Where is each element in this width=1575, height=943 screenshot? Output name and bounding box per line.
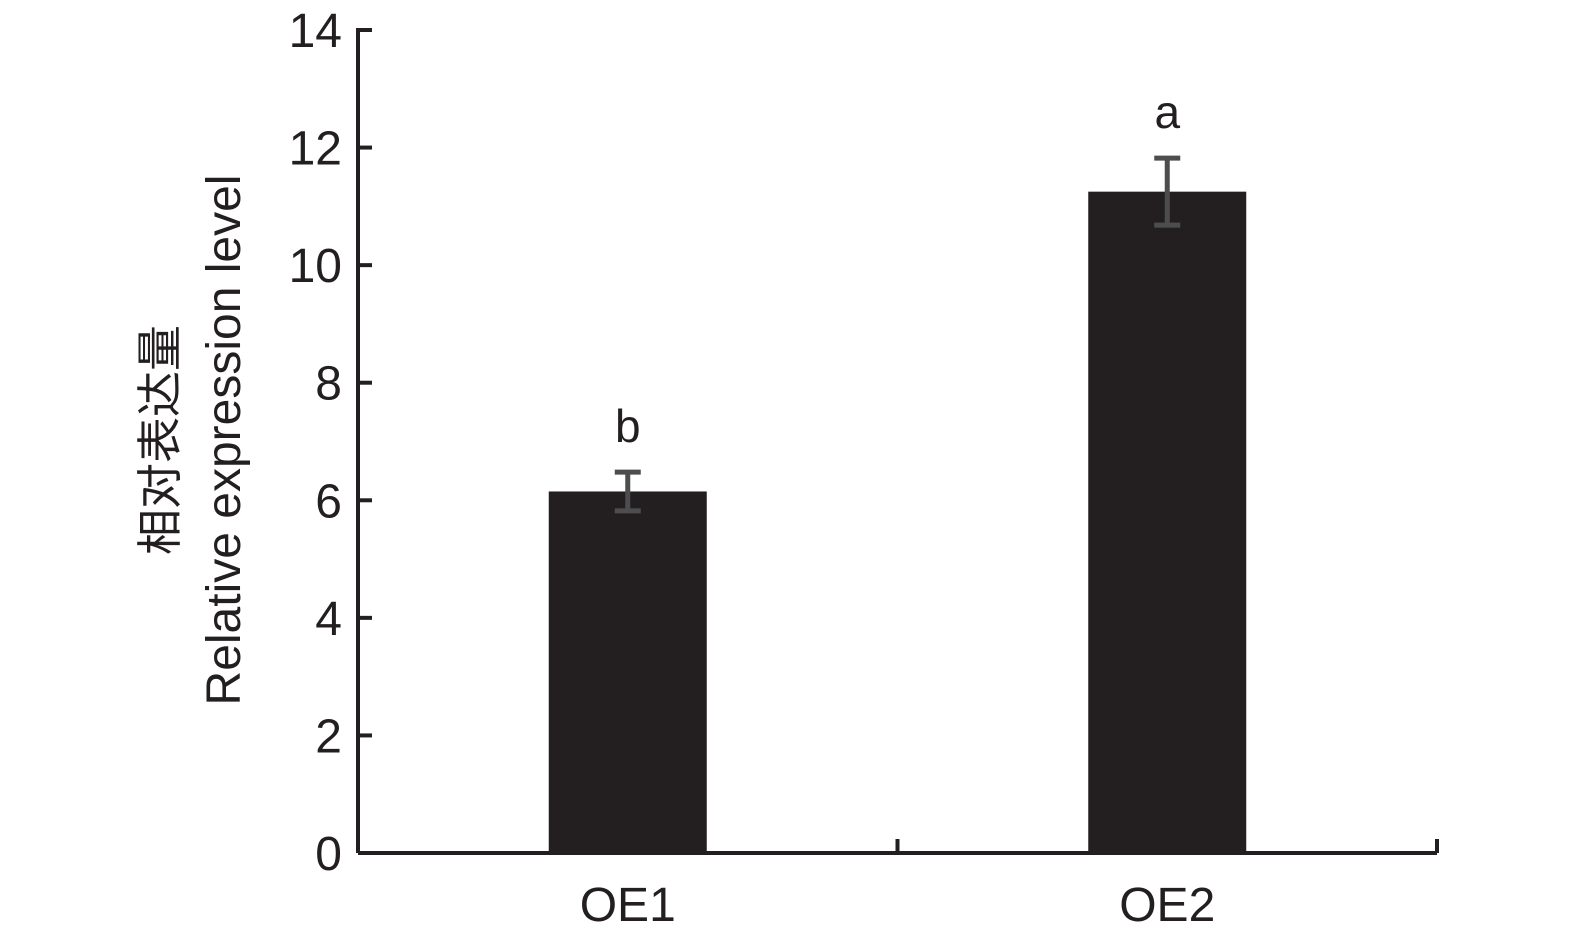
bar-oe1 [548, 491, 707, 853]
error-bar-oe2 [1154, 155, 1181, 228]
significance-label-oe2: a [1154, 86, 1180, 138]
y-tick-label: 8 [315, 358, 342, 411]
bars-group [548, 191, 1247, 854]
axes-group [356, 28, 1439, 855]
significance-labels-group: ba [615, 86, 1181, 452]
y-tick-label: 0 [315, 828, 342, 881]
error-bar-oe1 [614, 469, 641, 514]
y-tick-label: 4 [315, 593, 342, 646]
y-axis-label: Relative expression level [198, 175, 251, 706]
y-tick-label: 14 [289, 5, 342, 58]
bar-oe2 [1088, 191, 1247, 854]
significance-label-oe1: b [615, 400, 641, 452]
error-bars-group [614, 155, 1181, 514]
y-tick-label: 2 [315, 710, 342, 763]
y-tick-label: 6 [315, 475, 342, 528]
y-axis-label-chinese: 相对表达量 [133, 325, 187, 555]
y-ticks-group: 0 2 4 6 8 10 12 14 [289, 5, 372, 881]
y-tick-label: 10 [289, 240, 342, 293]
x-tick-label-oe1: OE1 [580, 879, 676, 932]
x-labels-group: OE1 OE2 [580, 879, 1216, 932]
x-tick-label-oe2: OE2 [1119, 879, 1215, 932]
y-axis-label-group: 相对表达量 Relative expression level [133, 175, 251, 706]
y-tick-label: 12 [289, 123, 342, 176]
